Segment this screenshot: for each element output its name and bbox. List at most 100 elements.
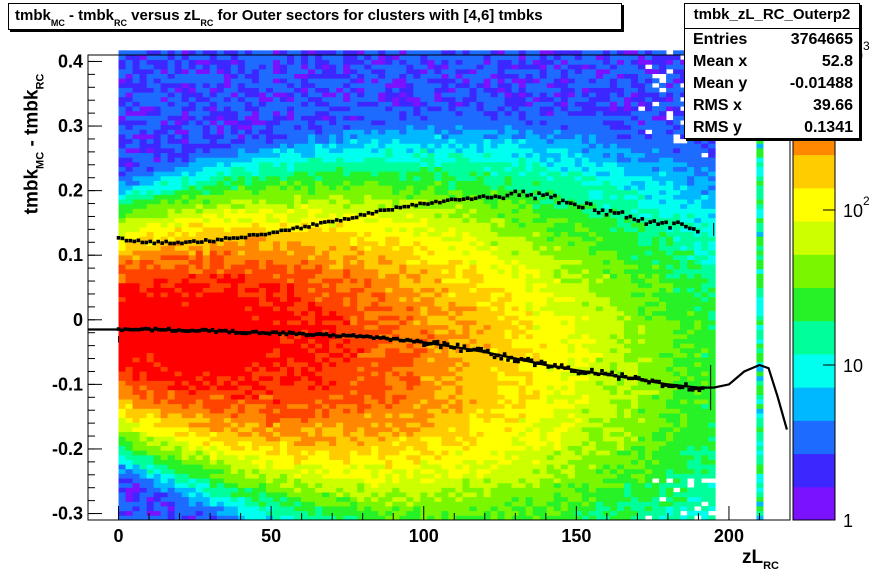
heatmap-cell [244,501,253,507]
heatmap-cell [427,427,435,433]
heatmap-cell [118,482,126,488]
heatmap-cell [301,482,309,488]
heatmap-cell [301,492,309,498]
heatmap-cell [315,296,323,302]
heatmap-cell [188,64,197,70]
heatmap-cell [174,282,183,288]
heatmap-cell [132,496,140,502]
heatmap-cell [174,82,183,88]
heatmap-cell [406,296,414,302]
heatmap-cell [174,422,183,428]
heatmap-cell [202,320,211,326]
heatmap-cell [181,231,190,237]
heatmap-cell [322,347,330,353]
heatmap-cell [118,394,126,400]
heatmap-cell [343,482,351,488]
heatmap-cell [188,241,197,247]
heatmap-cell [448,268,456,274]
heatmap-cell [160,515,169,521]
heatmap-cell [308,413,316,419]
heatmap-cell [237,343,246,349]
heatmap-cell [392,440,400,446]
heatmap-cell [244,440,253,446]
heatmap-cell [167,501,176,507]
heatmap-cell [188,138,197,144]
heatmap-cell [216,496,225,502]
heatmap-cell [223,436,232,442]
heatmap-cell [364,236,372,242]
heatmap-cell [265,115,274,121]
heatmap-cell [181,87,190,93]
heatmap-cell [125,450,133,456]
heatmap-cell [181,468,190,474]
heatmap-cell [455,496,463,502]
heatmap-cell [167,510,176,516]
heatmap-cell [427,366,435,372]
heatmap-cell [188,306,197,312]
heatmap-cell [434,87,442,93]
heatmap-cell [181,189,190,195]
heatmap-cell [237,515,246,521]
heatmap-cell [181,129,190,135]
heatmap-cell [230,464,239,470]
heatmap-cell [132,78,140,84]
heatmap-cell [343,143,351,149]
heatmap-cell [301,431,309,437]
heatmap-cell [315,417,323,423]
heatmap-cell [371,96,379,102]
heatmap-cell [455,73,463,79]
heatmap-cell [336,454,344,460]
heatmap-cell [216,101,225,107]
heatmap-cell [455,408,463,414]
heatmap-cell [258,436,267,442]
heatmap-cell [174,306,183,312]
heatmap-cell [153,189,162,195]
heatmap-cell [265,264,274,270]
heatmap-cell [385,487,393,493]
heatmap-cell [125,157,133,163]
heatmap-cell [244,347,253,353]
heatmap-cell [441,217,449,223]
heatmap-cell [308,241,316,247]
heatmap-cell [279,189,288,195]
heatmap-cell [308,82,316,88]
heatmap-cell [343,320,351,326]
heatmap-cell [181,450,190,456]
heatmap-cell [188,236,197,242]
heatmap-cell [202,464,211,470]
heatmap-cell [294,352,302,358]
heatmap-cell [287,464,295,470]
heatmap-cell [244,306,253,312]
heatmap-cell [118,343,126,349]
heatmap-cell [251,175,260,181]
heatmap-cell [188,357,197,363]
heatmap-cell [237,482,246,488]
heatmap-cell [308,487,316,493]
heatmap-cell [153,496,162,502]
heatmap-cell [209,92,218,98]
heatmap-cell [329,231,337,237]
heatmap-cell [230,264,239,270]
heatmap-cell [441,352,449,358]
heatmap-cell [378,385,386,391]
heatmap-cell [209,259,218,265]
heatmap-cell [139,324,147,330]
heatmap-cell [420,231,428,237]
heatmap-cell [181,236,190,242]
heatmap-cell [125,352,133,358]
heatmap-cell [350,380,358,386]
heatmap-cell [209,148,218,154]
heatmap-cell [336,361,344,367]
heatmap-cell [230,124,239,130]
heatmap-cell [160,282,169,288]
heatmap-cell [455,450,463,456]
heatmap-cell [209,82,218,88]
heatmap-cell [244,408,253,414]
heatmap-cell [462,329,470,335]
heatmap-cell [448,422,456,428]
heatmap-cell [385,175,393,181]
heatmap-cell [308,306,316,312]
heatmap-cell [216,445,225,451]
heatmap-cell [371,515,379,521]
heatmap-cell [146,492,155,498]
